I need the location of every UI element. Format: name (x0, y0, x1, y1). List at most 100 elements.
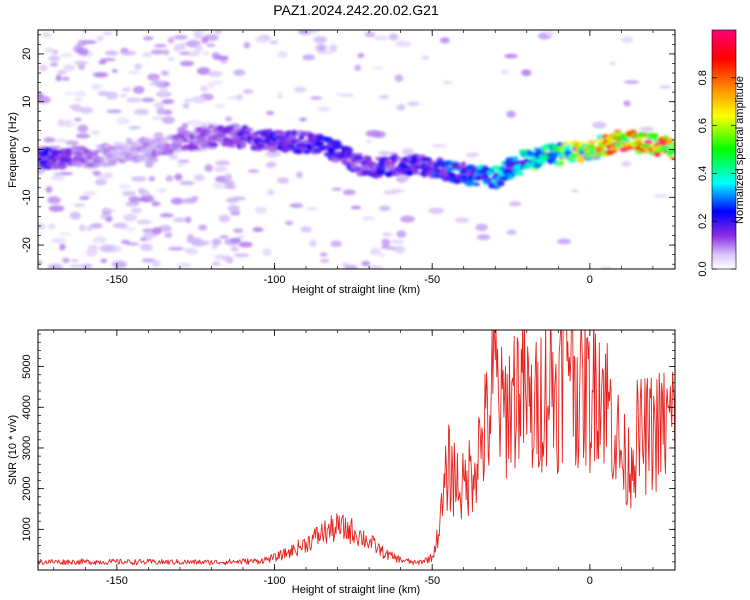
spectrogram-noise-cell (639, 126, 655, 132)
spectrogram-noise-cell (230, 237, 242, 243)
spectrogram-noise-cell (254, 206, 267, 214)
spectrogram-noise-cell (296, 171, 303, 179)
spectrogram-noise-cell (276, 92, 284, 100)
spectrogram-noise-cell (104, 50, 118, 56)
spectrogram-noise-cell (140, 237, 147, 241)
spectrogram-noise-cell (184, 98, 192, 103)
spectrogram-noise-cell (289, 203, 304, 208)
spectrogram-noise-cell (390, 239, 404, 244)
snr-y-tick-label: 1000 (21, 517, 33, 541)
spectrogram-noise-cell (609, 61, 617, 65)
spectrogram-noise-cell (155, 187, 167, 194)
spectrogram-noise-cell (112, 222, 128, 229)
spectrogram-noise-cell (96, 35, 104, 42)
spectrogram-noise-cell (137, 187, 145, 195)
spectrogram-noise-cell (225, 116, 233, 122)
spectrogram-noise-cell (305, 30, 320, 34)
spectrogram-noise-cell (215, 55, 229, 61)
spectrogram-noise-cell (128, 196, 141, 203)
spectrogram-noise-cell (91, 83, 102, 90)
spectrogram-noise-cell (454, 217, 470, 223)
spectrogram-noise-cell (201, 37, 209, 44)
spectrogram-noise-cell (161, 99, 175, 105)
spectrogram-noise-cell (173, 217, 187, 223)
spectrogram-noise-cell (165, 175, 174, 182)
spectrogram-noise-cell (394, 245, 405, 254)
spectrogram-noise-cell (223, 255, 232, 263)
spectrogram-noise-cell (61, 76, 70, 81)
spectrogram-noise-cell (213, 166, 228, 172)
spectrogram-noise-cell (102, 31, 113, 36)
spectrogram-noise-cell (128, 126, 141, 130)
spectrogram-noise-cell (620, 36, 634, 44)
spectrogram-y-tick-label: 20 (21, 48, 33, 60)
spectrogram-ridge-cell (666, 138, 672, 142)
spectrogram-noise-cell (170, 197, 184, 205)
spectrogram-noise-cell (300, 226, 312, 233)
spectrogram-noise-cell (74, 90, 87, 97)
spectrogram-noise-cell (394, 74, 404, 82)
spectrogram-noise-cell (70, 258, 79, 263)
spectrogram-y-tick-label: 0 (21, 146, 33, 152)
spectrogram-noise-cell (212, 182, 226, 190)
spectrogram-noise-cell (45, 186, 53, 194)
spectrogram-noise-cell (215, 160, 230, 166)
spectrogram-ylabel: Frequency (Hz) (7, 112, 19, 188)
spectrogram-noise-cell (350, 205, 362, 210)
spectrogram-noise-cell (381, 232, 393, 236)
spectrogram-ridge-cell (495, 180, 505, 187)
snr-series-line (38, 330, 675, 566)
colorbar-tick-label: 0.8 (697, 70, 709, 85)
spectrogram-noise-cell (196, 67, 211, 75)
snr-x-tick-label: 0 (587, 575, 593, 587)
spectrogram-noise-cell (227, 205, 240, 212)
spectrogram-ridge-cell (207, 124, 215, 129)
spectrogram-noise-cell (122, 226, 136, 232)
spectrogram-noise-cell (247, 169, 260, 173)
spectrogram-noise-cell (310, 96, 323, 100)
spectrogram-noise-cell (167, 57, 175, 61)
spectrogram-noise-cell (99, 244, 115, 253)
spectrogram-noise-cell (85, 248, 98, 257)
spectrogram-ridge-cell (387, 163, 396, 168)
spectrogram-noise-cell (59, 243, 66, 251)
spectrogram-noise-cell (317, 106, 331, 112)
spectrogram-noise-cell (92, 72, 106, 78)
spectrogram-noise-cell (381, 238, 391, 246)
spectrogram-noise-cell (73, 117, 82, 122)
spectrogram-noise-cell (206, 43, 216, 48)
spectrogram-ridge-cell (333, 143, 343, 149)
spectrogram-noise-cell (74, 98, 83, 102)
spectrogram-noise-cell (501, 69, 509, 76)
spectrogram-noise-cell (309, 239, 317, 247)
spectrogram-ridge-cell (490, 165, 502, 171)
spectrogram-noise-cell (214, 30, 223, 35)
spectrogram-ridge-cell (576, 156, 586, 163)
snr-panel: -150 -100 -50 0 1000 2000 3000 4000 5000 Height … (7, 329, 676, 596)
spectrogram-noise-cell (269, 40, 279, 45)
spectrogram-noise-cell (211, 261, 221, 267)
spectrogram-noise-cell (623, 80, 640, 84)
spectrogram-noise-cell (504, 53, 518, 59)
spectrogram-ridge-cell (643, 139, 653, 145)
snr-x-tick-label: -50 (424, 575, 440, 587)
spectrogram-noise-cell (185, 216, 192, 224)
spectrogram-noise-cell (224, 185, 237, 189)
spectrogram-noise-cell (198, 224, 208, 231)
spectrogram-noise-cell (149, 82, 166, 86)
spectrogram-noise-cell (211, 80, 224, 85)
spectrogram-noise-cell (440, 37, 450, 44)
colorbar-tick-label: 0.6 (697, 118, 709, 133)
spectrogram-noise-cell (98, 60, 107, 65)
colorbar-tick-label: 0.2 (697, 214, 709, 229)
spectrogram-noise-cell (179, 180, 195, 186)
spectrogram-noise-cell (218, 214, 231, 223)
spectrogram-noise-cell (233, 253, 250, 258)
spectrogram-noise-cell (64, 91, 74, 96)
spectrogram-noise-cell (509, 201, 522, 207)
spectrogram-noise-cell (179, 60, 195, 67)
spectrogram-noise-cell (134, 63, 142, 70)
spectrogram-noise-cell (230, 246, 239, 252)
spectrogram-noise-cell (65, 140, 80, 146)
spectrogram-noise-cell (82, 191, 97, 196)
